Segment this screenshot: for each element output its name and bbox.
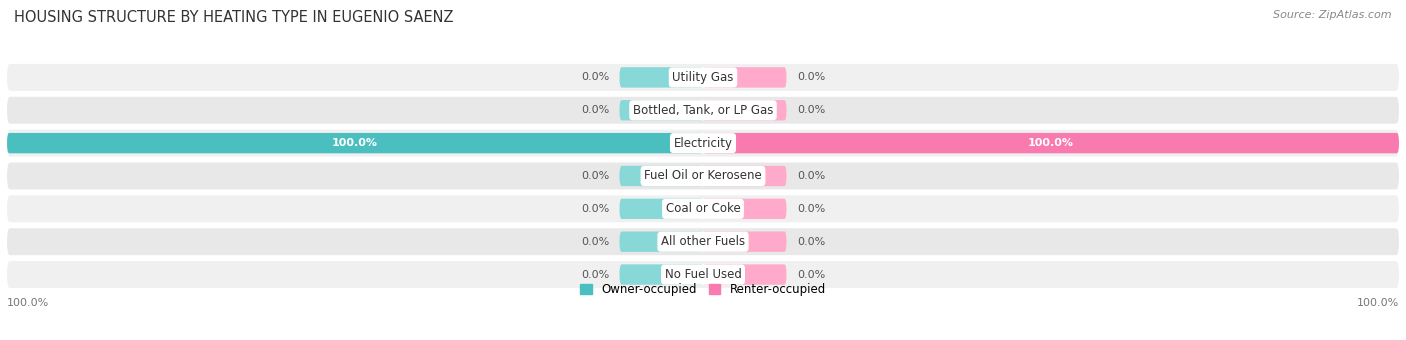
Text: 0.0%: 0.0% <box>797 270 825 279</box>
FancyBboxPatch shape <box>7 261 1399 288</box>
FancyBboxPatch shape <box>7 97 1399 124</box>
FancyBboxPatch shape <box>7 228 1399 255</box>
FancyBboxPatch shape <box>703 67 786 88</box>
Text: Electricity: Electricity <box>673 137 733 150</box>
FancyBboxPatch shape <box>7 133 703 153</box>
Text: Source: ZipAtlas.com: Source: ZipAtlas.com <box>1274 10 1392 20</box>
FancyBboxPatch shape <box>703 100 786 120</box>
Text: 0.0%: 0.0% <box>581 72 609 82</box>
Text: 0.0%: 0.0% <box>581 237 609 247</box>
Text: Fuel Oil or Kerosene: Fuel Oil or Kerosene <box>644 169 762 183</box>
FancyBboxPatch shape <box>7 64 1399 91</box>
Text: 100.0%: 100.0% <box>7 298 49 308</box>
FancyBboxPatch shape <box>703 199 786 219</box>
FancyBboxPatch shape <box>7 130 1399 157</box>
Text: 0.0%: 0.0% <box>581 105 609 115</box>
FancyBboxPatch shape <box>7 163 1399 189</box>
Text: 0.0%: 0.0% <box>581 204 609 214</box>
Text: 0.0%: 0.0% <box>581 171 609 181</box>
Text: 0.0%: 0.0% <box>797 171 825 181</box>
Text: 0.0%: 0.0% <box>797 105 825 115</box>
FancyBboxPatch shape <box>620 232 703 252</box>
FancyBboxPatch shape <box>7 195 1399 222</box>
Text: 100.0%: 100.0% <box>1357 298 1399 308</box>
Text: 0.0%: 0.0% <box>581 270 609 279</box>
Text: 0.0%: 0.0% <box>797 204 825 214</box>
Text: HOUSING STRUCTURE BY HEATING TYPE IN EUGENIO SAENZ: HOUSING STRUCTURE BY HEATING TYPE IN EUG… <box>14 10 454 25</box>
FancyBboxPatch shape <box>620 265 703 285</box>
Text: Bottled, Tank, or LP Gas: Bottled, Tank, or LP Gas <box>633 104 773 117</box>
FancyBboxPatch shape <box>703 166 786 186</box>
FancyBboxPatch shape <box>703 265 786 285</box>
Text: 0.0%: 0.0% <box>797 237 825 247</box>
Text: 0.0%: 0.0% <box>797 72 825 82</box>
FancyBboxPatch shape <box>620 166 703 186</box>
FancyBboxPatch shape <box>703 133 1399 153</box>
Text: Utility Gas: Utility Gas <box>672 71 734 84</box>
Text: No Fuel Used: No Fuel Used <box>665 268 741 281</box>
Text: 100.0%: 100.0% <box>1028 138 1074 148</box>
FancyBboxPatch shape <box>620 199 703 219</box>
FancyBboxPatch shape <box>703 232 786 252</box>
Text: Coal or Coke: Coal or Coke <box>665 202 741 215</box>
FancyBboxPatch shape <box>620 67 703 88</box>
Text: All other Fuels: All other Fuels <box>661 235 745 248</box>
FancyBboxPatch shape <box>620 100 703 120</box>
Legend: Owner-occupied, Renter-occupied: Owner-occupied, Renter-occupied <box>579 283 827 296</box>
Text: 100.0%: 100.0% <box>332 138 378 148</box>
